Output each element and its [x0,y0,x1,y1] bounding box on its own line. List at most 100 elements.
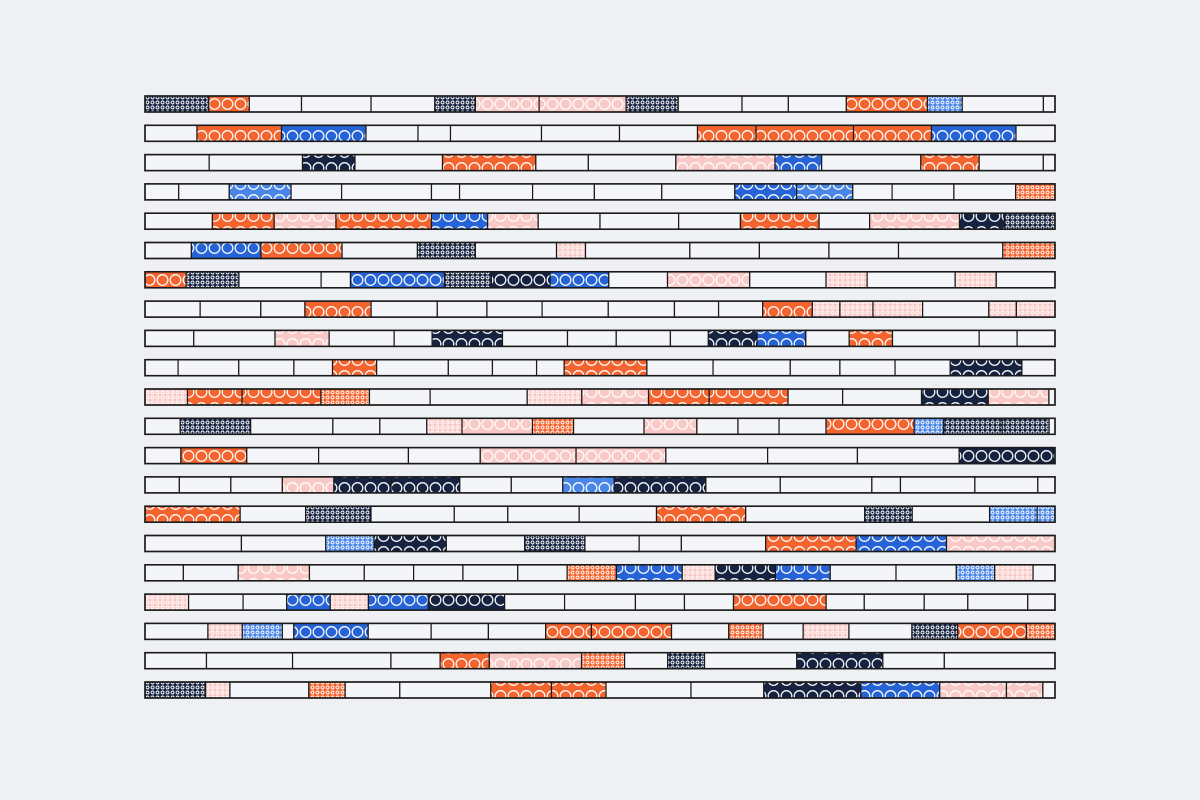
bar-segment-navy [524,534,586,553]
bar-segment-empty [238,359,295,377]
bar-segment-navy [714,564,777,582]
bar-segment-empty [182,564,239,582]
bar-segment-empty [344,681,401,699]
bar-row-frame [144,622,1056,641]
bar-segment-empty [531,183,595,201]
bar-segment-empty [605,681,692,699]
bar-segment-empty [899,476,976,494]
bar-segment-empty [177,359,240,377]
bar-segment-empty [300,95,372,113]
bar-segment-pink [675,154,776,172]
bar-segment-pink [839,300,874,318]
bar-segment-empty [749,271,827,289]
bar-segment-orange [211,212,275,230]
bar-segment-empty [413,564,464,582]
bar-segment-navy [1003,212,1056,230]
bar-row-frame [144,593,1056,611]
bar-segment-empty [501,329,569,347]
bar-segment-empty [1027,593,1056,611]
bar-segment-pink [872,300,924,318]
bar-row-frame [144,153,1056,172]
bar-segment-light_blue [241,622,283,641]
bar-segment-empty [894,359,951,377]
bar-segment-navy [301,154,356,172]
bar-segment-orange [580,652,626,670]
bar-segment-orange [765,534,857,553]
bar-row-frame [144,358,1056,377]
bar-segment-empty [491,359,538,377]
bar-segment-empty [144,183,180,201]
bar-segment-navy [796,652,884,670]
bar-segment-empty [290,183,343,201]
bar-segment-orange [490,681,553,699]
bar-segment-light_blue [926,95,963,113]
bar-segment-empty [741,95,789,113]
bar-segment-empty [240,534,327,553]
bar-segment-empty [1048,388,1056,406]
bar-segment-empty [882,652,945,670]
bar-segment-empty [449,124,543,142]
bar-segment-navy [443,271,492,289]
bar-segment-orange [708,388,789,406]
bar-segment-empty [376,359,449,377]
bar-segment-empty [1016,329,1056,347]
bar-segment-empty [341,241,419,260]
bar-segment-empty [895,564,957,582]
bar-segment-empty [517,564,568,582]
bar-row [144,329,1056,348]
bar-segment-navy [942,417,1003,435]
bar-row [144,417,1056,436]
bar-segment-orange [1002,241,1056,260]
bar-segment-empty [978,329,1018,347]
bar-segment-pink [487,212,539,230]
bar-segment-navy [958,447,1056,465]
bar-segment-light_blue [913,417,945,435]
bar-segment-empty [144,241,192,260]
bar-segment-empty [144,417,181,435]
bar-segment-navy [390,476,461,494]
bar-segment-light_blue [796,183,854,201]
bar-segment-empty [923,593,969,611]
bar-segment-navy [185,271,240,289]
bar-segment-pink [869,212,961,230]
bar-segment-blue [549,271,610,289]
bar-segment-empty [144,124,198,142]
bar-segment-orange [144,505,241,523]
bar-row [144,681,1056,699]
bar-segment-pink [681,564,716,582]
bar-row [144,446,1056,465]
bar-segment-empty [599,212,680,230]
bar-row [144,300,1056,318]
bar-segment-empty [144,447,182,465]
bar-row [144,124,1056,143]
bar-segment-empty [717,300,764,318]
bar-segment-empty [677,95,743,113]
bar-segment-empty [767,447,859,465]
bar-segment-empty [678,212,742,230]
bar-segment-blue [286,593,331,611]
bar-segment-pink [643,417,698,435]
bar-row [144,358,1056,377]
bar-segment-empty [995,271,1056,289]
bar-segment-pink [281,476,335,494]
bar-segment-empty [370,300,438,318]
bar-segment-orange [920,154,980,172]
bar-segment-empty [1042,681,1056,699]
bar-segment-blue [756,329,807,347]
bar-segment-navy [958,212,1006,230]
bar-segment-empty [370,505,455,523]
bar-segment-navy [1001,417,1050,435]
bar-segment-empty [144,154,210,172]
bar-segment-orange [566,564,618,582]
bar-row-frame [144,388,1056,406]
bar-segment-empty [199,300,262,318]
bar-segment-light_blue [562,476,615,494]
bar-segment-empty [566,329,617,347]
bar-row [144,593,1056,611]
bar-row-frame [144,651,1056,670]
bar-segment-pink [526,388,583,406]
bar-segment-empty [737,417,780,435]
bar-segment-empty [541,300,609,318]
bar-segment-empty [922,300,990,318]
